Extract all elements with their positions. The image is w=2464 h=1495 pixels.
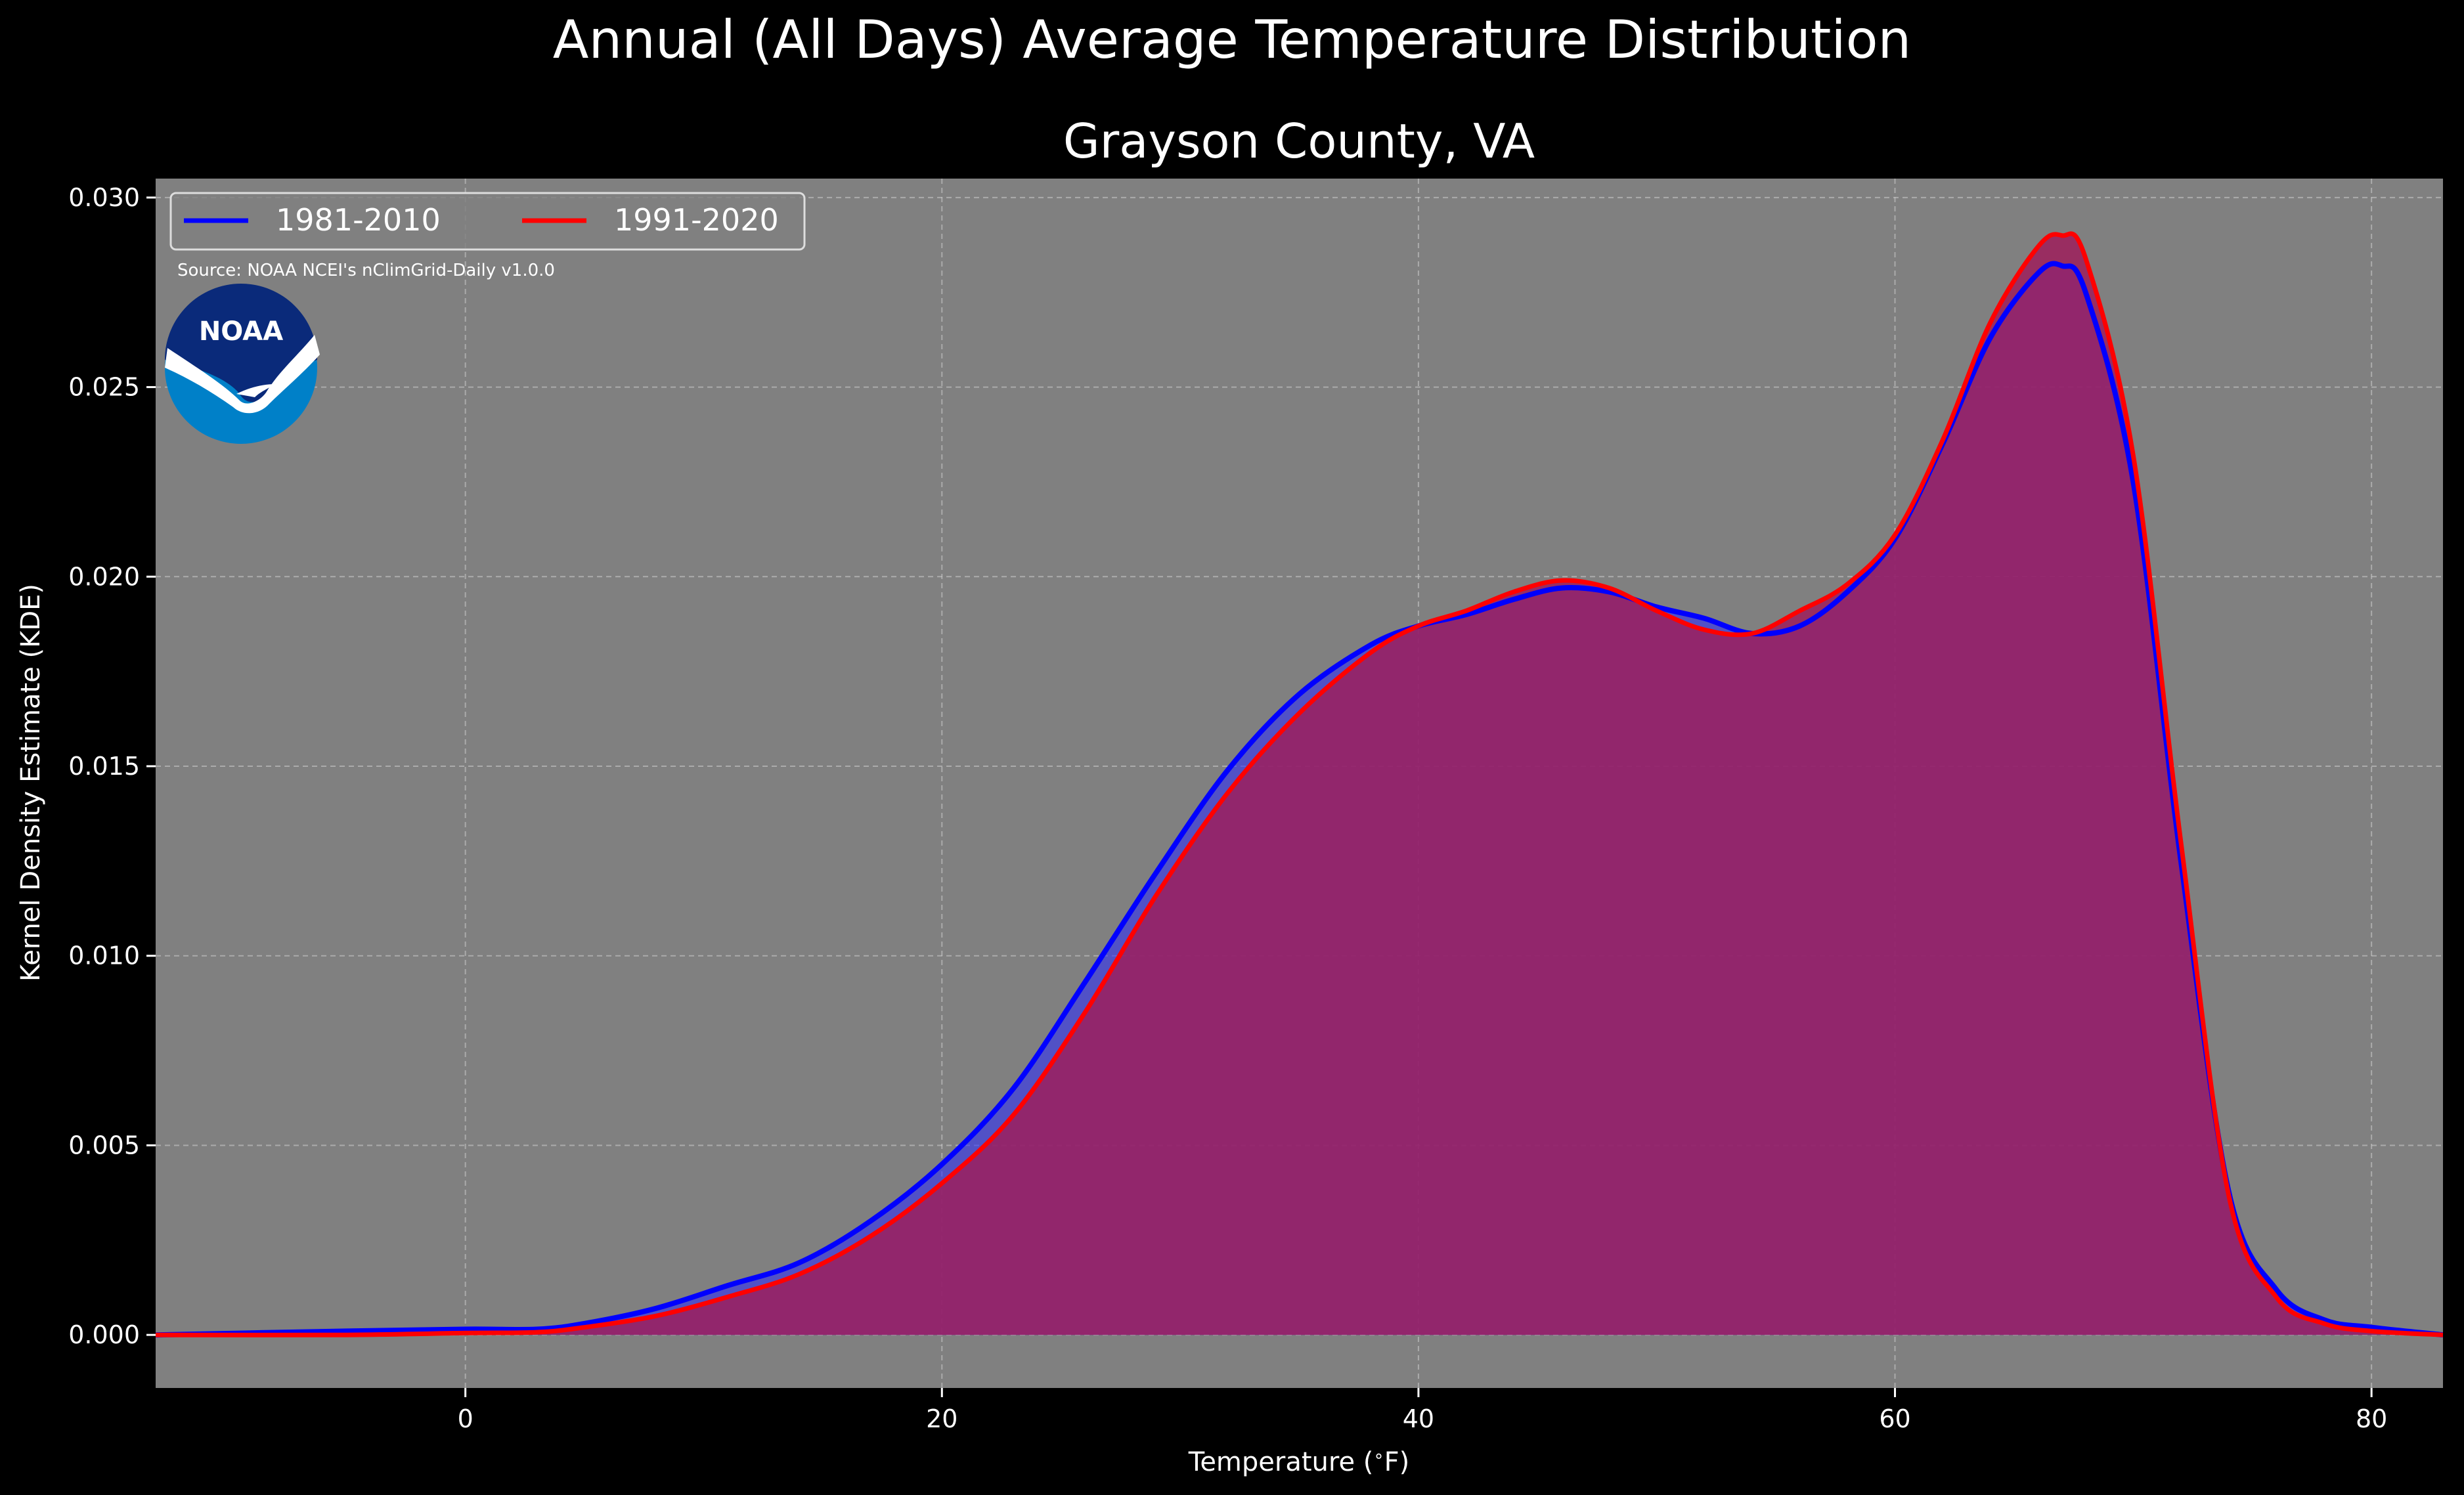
legend-label-1991-2020: 1991-2020	[614, 202, 779, 238]
x-axis-ticks: 0 20 40 60 80	[458, 1388, 2387, 1433]
density-lines	[156, 231, 2443, 1338]
legend-label-1981-2010: 1981-2010	[276, 202, 441, 238]
y-tick-label: 0.005	[68, 1131, 140, 1159]
y-tick-label: 0.000	[68, 1320, 140, 1349]
noaa-logo-icon: NOAA	[165, 284, 320, 444]
y-tick-label: 0.015	[68, 752, 140, 781]
source-note: Source: NOAA NCEI's nClimGrid-Daily v1.0…	[177, 261, 555, 280]
chart-title: Grayson County, VA	[1063, 114, 1535, 169]
density-line-1991-2020	[156, 231, 2443, 1337]
x-tick-label: 0	[458, 1404, 473, 1433]
legend-box	[169, 192, 806, 251]
x-axis-label: Temperature (∘F)	[1188, 1446, 1410, 1477]
y-tick-label: 0.025	[68, 373, 140, 402]
noaa-logo-text: NOAA	[199, 316, 283, 347]
density-fill-1991-2020	[156, 233, 2443, 1335]
figure-suptitle: Annual (All Days) Average Temperature Di…	[553, 9, 1911, 70]
legend: 1981-2010 1991-2020	[169, 192, 806, 251]
y-tick-label: 0.020	[68, 562, 140, 591]
x-tick-label: 60	[1879, 1404, 1910, 1433]
y-tick-label: 0.010	[68, 942, 140, 970]
x-tick-label: 40	[1403, 1404, 1434, 1433]
x-tick-label: 80	[2356, 1404, 2387, 1433]
x-tick-label: 20	[926, 1404, 957, 1433]
density-fills	[156, 233, 2443, 1335]
y-axis-ticks: 0.000 0.005 0.010 0.015 0.020 0.025 0.030	[68, 183, 156, 1349]
density-line-1981-2010	[156, 261, 2443, 1338]
y-tick-label: 0.030	[68, 183, 140, 212]
y-axis-label: Kernel Density Estimate (KDE)	[16, 584, 46, 982]
